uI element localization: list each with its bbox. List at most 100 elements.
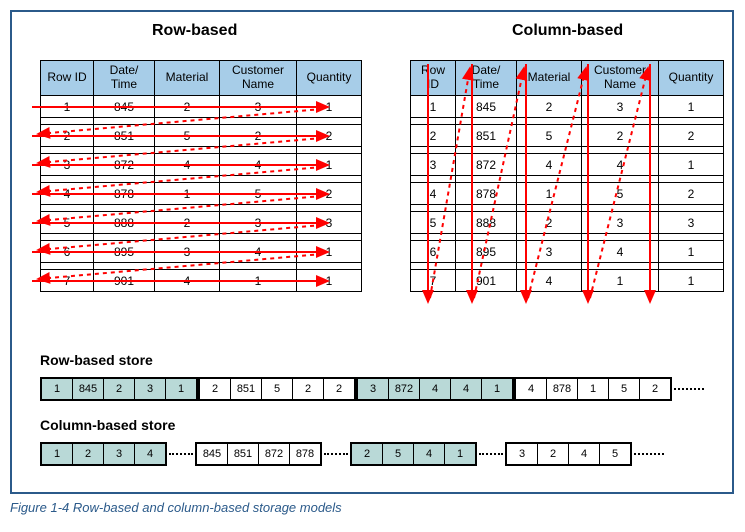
cell: 3	[220, 96, 297, 118]
cell: 7	[411, 270, 456, 292]
cell: 2	[517, 96, 582, 118]
store-cell: 872	[389, 379, 420, 399]
store-cell: 1	[166, 379, 196, 399]
cell: 2	[659, 125, 724, 147]
store-cell: 3	[135, 379, 166, 399]
cell: 872	[456, 154, 517, 176]
store-cell: 2	[200, 379, 231, 399]
cell: 4	[220, 154, 297, 176]
cell: 5	[411, 212, 456, 234]
cell: 2	[155, 96, 220, 118]
store-cell: 1	[445, 444, 475, 464]
cell: 2	[659, 183, 724, 205]
cell: 6	[41, 241, 94, 263]
store-cell: 2	[352, 444, 383, 464]
cell: 5	[41, 212, 94, 234]
cell: 851	[94, 125, 155, 147]
cell: 3	[411, 154, 456, 176]
cell: 1	[659, 96, 724, 118]
store-cell: 2	[640, 379, 670, 399]
col-header: Customer Name	[582, 61, 659, 96]
column-based-table: Row IDDate/TimeMaterialCustomer NameQuan…	[410, 60, 724, 292]
cell: 845	[94, 96, 155, 118]
col-header: Material	[517, 61, 582, 96]
cell: 2	[517, 212, 582, 234]
cell: 2	[297, 125, 362, 147]
cell: 3	[582, 96, 659, 118]
cell: 3	[582, 212, 659, 234]
store-cell: 1	[42, 379, 73, 399]
cell: 1	[220, 270, 297, 292]
col-header: Material	[155, 61, 220, 96]
store-cell: 2	[324, 379, 354, 399]
cell: 1	[297, 241, 362, 263]
store-cell: 2	[293, 379, 324, 399]
cell: 4	[155, 270, 220, 292]
store-cell: 851	[228, 444, 259, 464]
cell: 1	[582, 270, 659, 292]
store-cell: 845	[197, 444, 228, 464]
col-header: Quantity	[297, 61, 362, 96]
cell: 3	[297, 212, 362, 234]
store-cell: 5	[600, 444, 630, 464]
store-cell: 4	[569, 444, 600, 464]
cell: 1	[297, 96, 362, 118]
figure-frame: Row-based Column-based Row IDDate/TimeMa…	[10, 10, 734, 494]
row-based-table: Row IDDate/TimeMaterialCustomer NameQuan…	[40, 60, 362, 292]
title-row-based: Row-based	[152, 22, 237, 40]
cell: 1	[297, 154, 362, 176]
store-cell: 4	[420, 379, 451, 399]
cell: 888	[94, 212, 155, 234]
col-header: Date/Time	[456, 61, 517, 96]
row-store-strip: 1845231285152238724414878152	[40, 377, 704, 401]
store-cell: 845	[73, 379, 104, 399]
store-cell: 4	[451, 379, 482, 399]
store-cell: 851	[231, 379, 262, 399]
cell: 1	[659, 154, 724, 176]
cell: 878	[94, 183, 155, 205]
cell: 888	[456, 212, 517, 234]
cell: 1	[517, 183, 582, 205]
col-header: Customer Name	[220, 61, 297, 96]
cell: 4	[582, 241, 659, 263]
cell: 4	[411, 183, 456, 205]
col-header: Row ID	[41, 61, 94, 96]
cell: 4	[220, 241, 297, 263]
cell: 3	[220, 212, 297, 234]
store-cell: 3	[358, 379, 389, 399]
cell: 3	[659, 212, 724, 234]
cell: 4	[517, 154, 582, 176]
figure-caption: Figure 1-4 Row-based and column-based st…	[10, 500, 745, 515]
cell: 7	[41, 270, 94, 292]
row-store-label: Row-based store	[40, 352, 153, 368]
cell: 3	[41, 154, 94, 176]
store-cell: 3	[104, 444, 135, 464]
cell: 1	[659, 270, 724, 292]
title-column-based: Column-based	[512, 22, 623, 40]
store-cell: 1	[482, 379, 512, 399]
store-cell: 878	[290, 444, 320, 464]
store-cell: 2	[538, 444, 569, 464]
cell: 2	[41, 125, 94, 147]
cell: 6	[411, 241, 456, 263]
store-cell: 878	[547, 379, 578, 399]
cell: 1	[297, 270, 362, 292]
cell: 895	[94, 241, 155, 263]
store-cell: 4	[414, 444, 445, 464]
cell: 2	[220, 125, 297, 147]
cell: 4	[517, 270, 582, 292]
cell: 5	[220, 183, 297, 205]
col-header: Date/Time	[94, 61, 155, 96]
cell: 2	[582, 125, 659, 147]
cell: 2	[155, 212, 220, 234]
cell: 1	[411, 96, 456, 118]
cell: 878	[456, 183, 517, 205]
cell: 1	[659, 241, 724, 263]
cell: 4	[155, 154, 220, 176]
store-cell: 4	[516, 379, 547, 399]
cell: 2	[411, 125, 456, 147]
cell: 901	[456, 270, 517, 292]
store-cell: 872	[259, 444, 290, 464]
store-cell: 3	[507, 444, 538, 464]
col-header: Row ID	[411, 61, 456, 96]
